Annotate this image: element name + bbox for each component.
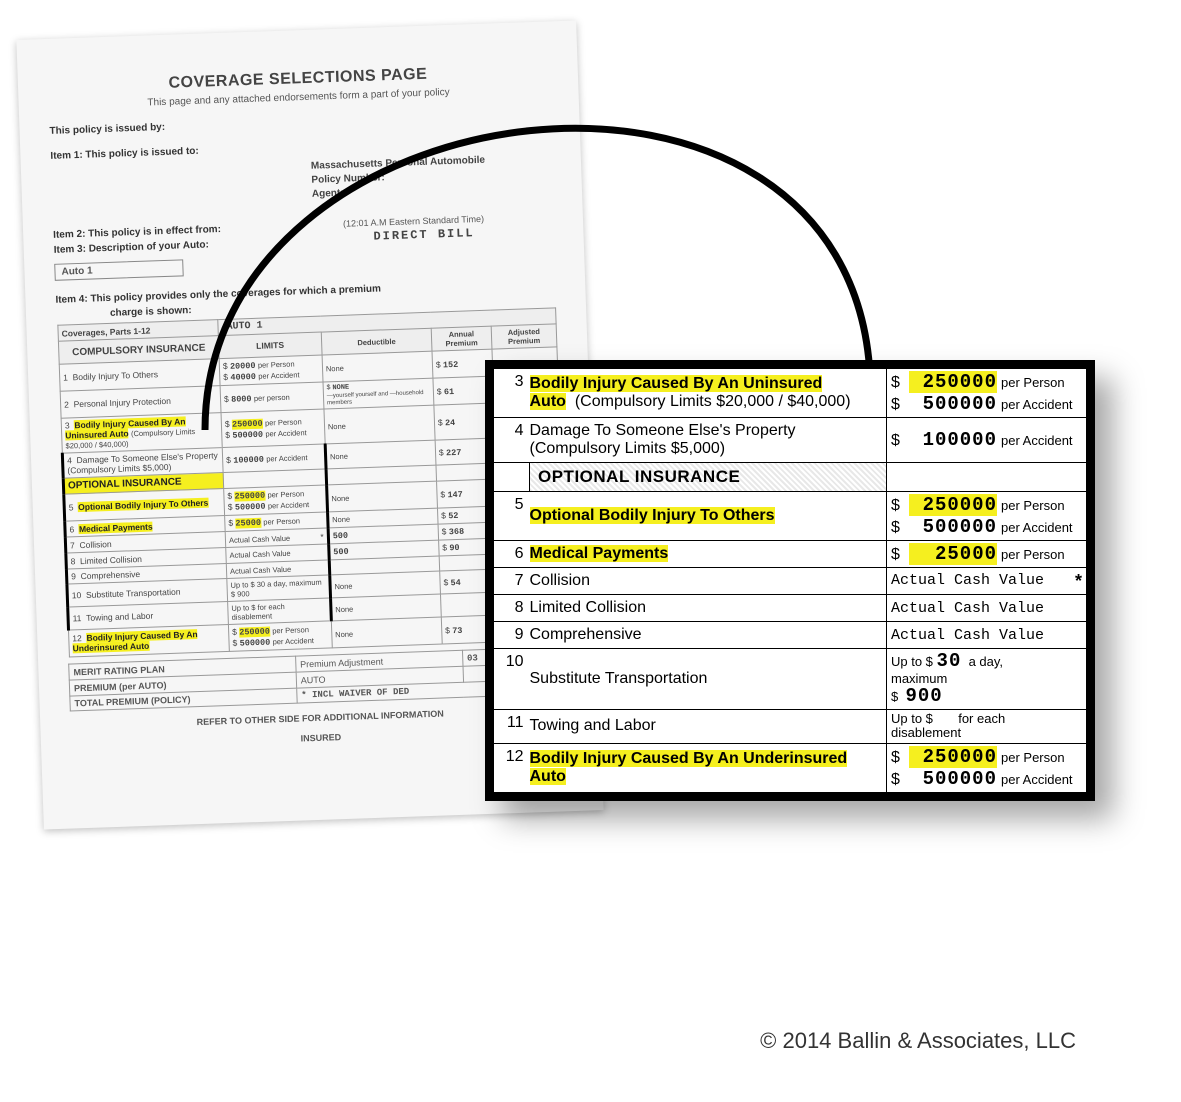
item1-label: Item 1: This policy is issued to:: [50, 146, 199, 162]
item4-l2: charge is shown:: [110, 305, 192, 319]
table-row: 9 Comprehensive Actual Cash Value: [494, 622, 1087, 649]
item3-label: Item 3: Description of your Auto:: [54, 239, 209, 255]
optional-header: OPTIONAL INSURANCE: [494, 463, 1087, 492]
auto-box: Auto 1: [54, 259, 184, 280]
copyright: © 2014 Ballin & Associates, LLC: [760, 1028, 1076, 1054]
table-row: 7 Collision Actual Cash Value*: [494, 568, 1087, 595]
table-row: 4 Damage To Someone Else's Property (Com…: [494, 418, 1087, 463]
zoom-table: 3 Bodily Injury Caused By An Uninsured A…: [493, 368, 1087, 793]
table-row: 10 Substitute Transportation Up to $ 30 …: [494, 649, 1087, 710]
table-row: 12 Bodily Injury Caused By An Underinsur…: [494, 743, 1087, 792]
issued-by-label: This policy is issued by:: [49, 122, 165, 137]
table-row: 6 Medical Payments $25000per Person: [494, 541, 1087, 568]
table-row: 5 Optional Bodily Injury To Others $2500…: [494, 492, 1087, 541]
table-row: 3 Bodily Injury Caused By An Uninsured A…: [494, 369, 1087, 418]
policy-block: Massachusetts Personal Automobile Policy…: [311, 154, 486, 202]
table-row: 8 Limited Collision Actual Cash Value: [494, 595, 1087, 622]
table-row: 11 Towing and Labor Up to $ for each dis…: [494, 710, 1087, 744]
zoom-panel: 3 Bodily Injury Caused By An Uninsured A…: [485, 360, 1095, 801]
item2-label: Item 2: This policy is in effect from:: [53, 224, 221, 241]
